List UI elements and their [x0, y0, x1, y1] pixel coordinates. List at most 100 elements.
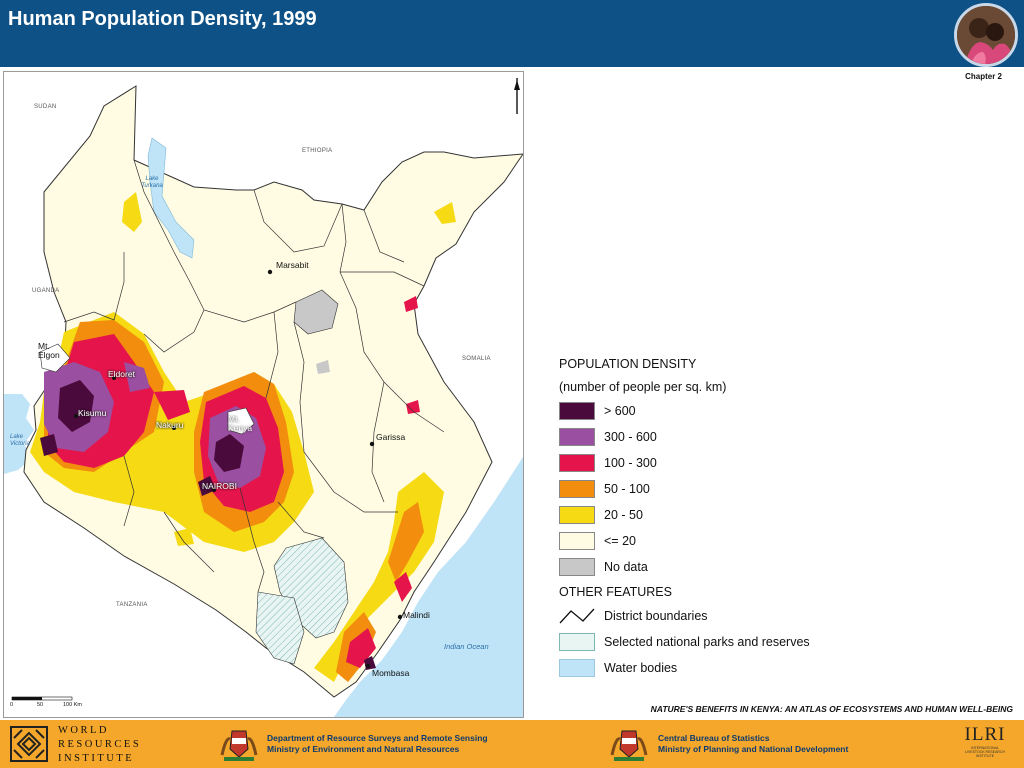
wri-line: WORLD: [58, 725, 109, 736]
place-label-mt-kenya: Mt. Kenya: [228, 414, 253, 433]
town-dot-nairobi: [212, 488, 216, 492]
ilri-logo-text: ILRI: [964, 724, 1006, 745]
legend-label: 300 - 600: [604, 430, 657, 444]
atlas-title: NATURE'S BENEFITS IN KENYA: AN ATLAS OF …: [650, 704, 1013, 714]
north-arrow-icon: [514, 78, 520, 114]
place-label-nakuru: Nakuru: [156, 420, 184, 430]
country-label-sudan: SUDAN: [34, 104, 57, 110]
legend-label: > 600: [604, 404, 636, 418]
district-boundary-line-icon: [559, 608, 595, 624]
no-data-area-small: [316, 360, 330, 374]
ilri-logo: ILRI INTERNATIONAL LIVESTOCK RESEARCH IN…: [960, 724, 1010, 764]
legend-item: 100 - 300: [559, 450, 879, 476]
scale-bar: [11, 696, 73, 701]
kenya-coat-of-arms-icon: [220, 730, 258, 761]
dept-cbs: Central Bureau of Statistics Ministry of…: [658, 733, 848, 755]
kenya-map: [4, 72, 523, 717]
dept-line: Ministry of Environment and Natural Reso…: [267, 744, 460, 754]
legend-label: Water bodies: [604, 661, 678, 675]
town-dot-kisumu: [74, 414, 78, 418]
town-dot-mombasa: [365, 663, 371, 669]
legend-swatch-50-100: [559, 480, 595, 498]
ilri-sub-text: INSTITUTE: [975, 754, 995, 758]
mt-kenya-area: [227, 407, 255, 435]
legend-label: Selected national parks and reserves: [604, 635, 810, 649]
header-bar: Human Population Density, 1999: [0, 0, 1024, 67]
avatar: [954, 3, 1018, 67]
map-panel[interactable]: SUDAN ETHIOPIA UGANDA SOMALIA TANZANIA L…: [3, 71, 524, 718]
water-label-lake-victoria: Lake Victoria: [10, 434, 30, 447]
ilri-sub-text: LIVESTOCK RESEARCH: [964, 750, 1005, 754]
legend-item: No data: [559, 554, 879, 580]
town-dot-nakuru: [172, 426, 176, 430]
legend-item: District boundaries: [559, 603, 879, 629]
scale-label-0: 0: [10, 702, 14, 708]
country-label-somalia: SOMALIA: [462, 356, 491, 362]
national-park-south: [255, 591, 305, 665]
place-label-mt-elgon: Mt. Elgon: [38, 341, 60, 360]
legend-label: <= 20: [604, 534, 636, 548]
legend-swatch-300-600: [559, 428, 595, 446]
dept-line: Department of Resource Surveys and Remot…: [267, 733, 488, 743]
place-label-nairobi: NAIROBI: [202, 481, 237, 491]
water-label-lake-turkana: Lake Turkana: [141, 176, 163, 189]
legend-swatch-over-600: [559, 402, 595, 420]
place-label-kisumu: Kisumu: [78, 408, 107, 418]
legend-swatch-parks: [559, 633, 595, 651]
ilri-sub-text: INTERNATIONAL: [971, 746, 999, 750]
place-label-mombasa: Mombasa: [372, 668, 410, 678]
legend-item: > 600: [559, 398, 879, 424]
indian-ocean: [334, 457, 523, 717]
country-label-uganda: UGANDA: [32, 288, 60, 294]
legend-swatch-water: [559, 659, 595, 677]
country-label-tanzania: TANZANIA: [116, 602, 148, 608]
dept-drsrs: Department of Resource Surveys and Remot…: [267, 733, 488, 755]
legend-label: 100 - 300: [604, 456, 657, 470]
legend-item: 300 - 600: [559, 424, 879, 450]
legend-label: 50 - 100: [604, 482, 650, 496]
legend-item: <= 20: [559, 528, 879, 554]
legend-swatch-20-50: [559, 506, 595, 524]
wri-logo-icon: [10, 726, 48, 762]
wri-name: WORLD RESOURCES INSTITUTE: [58, 724, 141, 766]
legend-item: 50 - 100: [559, 476, 879, 502]
dept-line: Ministry of Planning and National Develo…: [658, 744, 849, 754]
legend-label: 20 - 50: [604, 508, 643, 522]
footer-bar: WORLD RESOURCES INSTITUTE Department of …: [0, 720, 1024, 768]
town-markers: [74, 269, 403, 669]
scale-label-50: 50: [37, 702, 44, 708]
chapter-label: Chapter 2: [965, 72, 1002, 81]
legend-swatch-100-300: [559, 454, 595, 472]
map-legend: POPULATION DENSITY (number of people per…: [559, 352, 879, 681]
scale-label-100: 100 Km: [63, 702, 82, 708]
dept-line: Central Bureau of Statistics: [658, 733, 770, 743]
kenya-coat-of-arms-icon: [610, 730, 648, 761]
district-boundaries: [63, 159, 445, 593]
legend-title: POPULATION DENSITY: [559, 356, 697, 371]
town-dot-eldoret: [112, 376, 116, 380]
lake-turkana: [147, 137, 195, 259]
legend-label: District boundaries: [604, 609, 708, 623]
mt-elgon-area: [39, 343, 71, 373]
legend-item: Water bodies: [559, 655, 879, 681]
density-over-600: [40, 380, 376, 670]
legend-swatch-under-20: [559, 532, 595, 550]
wri-line: INSTITUTE: [58, 753, 135, 764]
country-label-ethiopia: ETHIOPIA: [302, 148, 333, 154]
town-dot-marsabit: [267, 269, 273, 275]
place-label-garissa: Garissa: [376, 432, 406, 442]
legend-item: Selected national parks and reserves: [559, 629, 879, 655]
place-label-marsabit: Marsabit: [276, 260, 309, 270]
legend-swatch-no-data: [559, 558, 595, 576]
place-label-malindi: Malindi: [403, 610, 430, 620]
legend-other-title: OTHER FEATURES: [559, 584, 672, 599]
town-dot-garissa: [369, 441, 375, 447]
water-label-indian-ocean: Indian Ocean: [444, 642, 489, 651]
place-label-eldoret: Eldoret: [108, 369, 135, 379]
legend-subtitle: (number of people per sq. km): [559, 379, 727, 394]
legend-item: 20 - 50: [559, 502, 879, 528]
page-title: Human Population Density, 1999: [8, 8, 317, 30]
town-dot-malindi: [397, 614, 403, 620]
wri-line: RESOURCES: [58, 739, 142, 750]
legend-label: No data: [604, 560, 648, 574]
